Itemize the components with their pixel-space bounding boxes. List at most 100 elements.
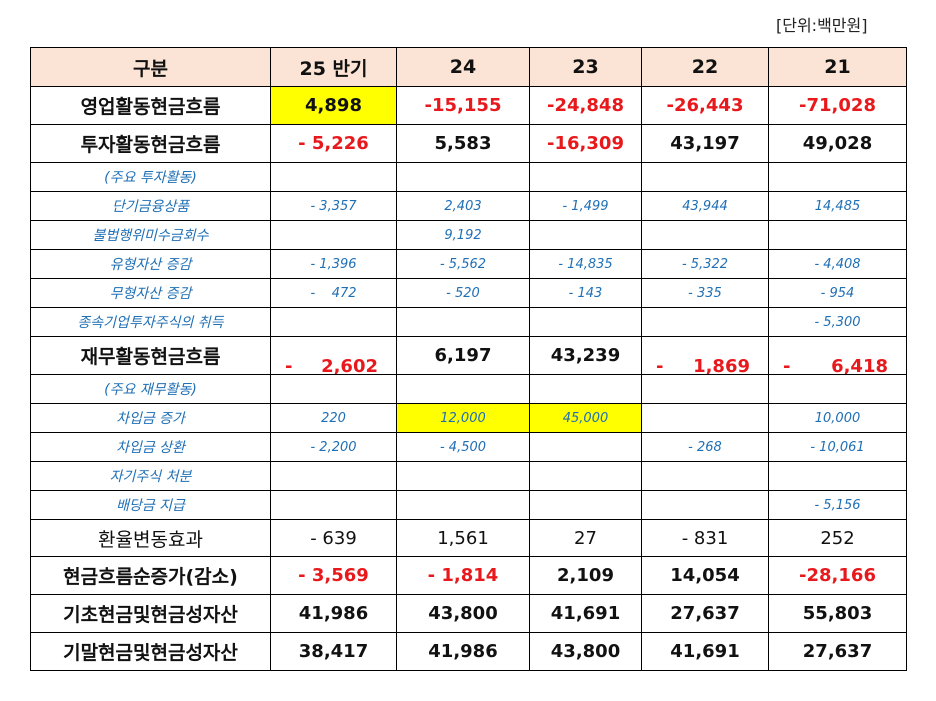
cell: 45,000	[529, 403, 642, 433]
cell: -26,443	[641, 86, 769, 125]
cell: - 4,408	[768, 249, 907, 279]
cell: 2,403	[396, 191, 530, 221]
unit-note: [단위:백만원]	[776, 16, 868, 35]
cell	[529, 432, 642, 462]
cell: 27,637	[641, 594, 769, 633]
cell	[396, 162, 530, 192]
cell: - 268	[641, 432, 769, 462]
header-24: 24	[396, 47, 530, 87]
cell: - 472	[270, 278, 397, 308]
table-row-short-term-financial: 단기금융상품 - 3,357 2,403 - 1,499 43,944 14,4…	[30, 191, 907, 221]
row-label: 차입금 증가	[30, 403, 271, 433]
cell: 27,637	[768, 632, 907, 671]
cell	[270, 307, 397, 337]
cell	[768, 220, 907, 250]
cell	[270, 374, 397, 404]
cell: 43,944	[641, 191, 769, 221]
table-row-intangible-assets: 무형자산 증감 - 472 - 520 - 143 - 335 - 954	[30, 278, 907, 308]
cell: - 831	[641, 519, 769, 557]
cell: 43,197	[641, 124, 769, 163]
cell	[641, 307, 769, 337]
row-label: 기초현금및현금성자산	[30, 594, 271, 633]
table-row-investing-header: (주요 투자활동)	[30, 162, 907, 192]
table-row-fx-effect: 환율변동효과 - 639 1,561 27 - 831 252	[30, 519, 907, 557]
cell	[768, 374, 907, 404]
cell: - 639	[270, 519, 397, 557]
row-label: 단기금융상품	[30, 191, 271, 221]
row-label: (주요 투자활동)	[30, 162, 271, 192]
minus-sign: -	[656, 355, 664, 375]
cell	[529, 220, 642, 250]
minus-sign: -	[783, 355, 791, 375]
row-label: 배당금 지급	[30, 490, 271, 520]
cell: 9,192	[396, 220, 530, 250]
row-label: 자기주식 처분	[30, 461, 271, 491]
cell	[396, 490, 530, 520]
cell: - 2,200	[270, 432, 397, 462]
cell: 12,000	[396, 403, 530, 433]
table-row-tangible-assets: 유형자산 증감 - 1,396 - 5,562 - 14,835 - 5,322…	[30, 249, 907, 279]
header-row: 구분 25 반기 24 23 22 21	[30, 47, 907, 87]
header-22: 22	[641, 47, 769, 87]
cell: 43,239	[529, 336, 642, 375]
table-row-investing: 투자활동현금흐름 - 5,226 5,583 -16,309 43,197 49…	[30, 124, 907, 163]
cell: - 1,499	[529, 191, 642, 221]
cell	[396, 461, 530, 491]
cell: - 5,226	[270, 124, 397, 163]
cell: 14,054	[641, 556, 769, 595]
row-label: 투자활동현금흐름	[30, 124, 271, 163]
table-row-beginning-cash: 기초현금및현금성자산 41,986 43,800 41,691 27,637 5…	[30, 594, 907, 633]
cell	[768, 461, 907, 491]
header-category: 구분	[30, 47, 271, 87]
row-label: 현금흐름순증가(감소)	[30, 556, 271, 595]
cell: - 3,357	[270, 191, 397, 221]
cell	[641, 403, 769, 433]
cell: 5,583	[396, 124, 530, 163]
cell: - 4,500	[396, 432, 530, 462]
table-row-financing: 재무활동현금흐름 - 2,602 6,197 43,239 - 1,869 - …	[30, 336, 907, 375]
table-row-subsidiary-acquisition: 종속기업투자주식의 취득 - 5,300	[30, 307, 907, 337]
cell: 38,417	[270, 632, 397, 671]
cell: 43,800	[396, 594, 530, 633]
cell: - 1,814	[396, 556, 530, 595]
cell	[641, 461, 769, 491]
table-row-financing-header: (주요 재무활동)	[30, 374, 907, 404]
cell	[270, 461, 397, 491]
cash-flow-table: 구분 25 반기 24 23 22 21 영업활동현금흐름 4,898 -15,…	[30, 47, 907, 671]
table-row-net-change: 현금흐름순증가(감소) - 3,569 - 1,814 2,109 14,054…	[30, 556, 907, 595]
cell	[641, 490, 769, 520]
row-label: 영업활동현금흐름	[30, 86, 271, 125]
cell	[529, 162, 642, 192]
cell: -16,309	[529, 124, 642, 163]
row-label: 환율변동효과	[30, 519, 271, 557]
cell: 27	[529, 519, 642, 557]
cell-value: 6,418	[831, 355, 888, 375]
cell: - 5,300	[768, 307, 907, 337]
cell: 252	[768, 519, 907, 557]
cell: 6,197	[396, 336, 530, 375]
header-21: 21	[768, 47, 907, 87]
cell	[396, 374, 530, 404]
cell: - 3,569	[270, 556, 397, 595]
cell: 43,800	[529, 632, 642, 671]
cell: 1,561	[396, 519, 530, 557]
cell: 41,691	[641, 632, 769, 671]
cell: 55,803	[768, 594, 907, 633]
header-23: 23	[529, 47, 642, 87]
cell	[768, 162, 907, 192]
cell	[270, 490, 397, 520]
cell: - 335	[641, 278, 769, 308]
row-label: 불법행위미수금회수	[30, 220, 271, 250]
header-25h: 25 반기	[270, 47, 397, 87]
row-label: 기말현금및현금성자산	[30, 632, 271, 671]
table-row-borrowing-repayment: 차입금 상환 - 2,200 - 4,500 - 268 - 10,061	[30, 432, 907, 462]
cell	[529, 490, 642, 520]
cell	[396, 307, 530, 337]
row-label: (주요 재무활동)	[30, 374, 271, 404]
row-label: 재무활동현금흐름	[30, 336, 271, 375]
cell: - 5,562	[396, 249, 530, 279]
table-row-illegal-act-recovery: 불법행위미수금회수 9,192	[30, 220, 907, 250]
row-label: 무형자산 증감	[30, 278, 271, 308]
cell	[641, 162, 769, 192]
cell	[529, 461, 642, 491]
